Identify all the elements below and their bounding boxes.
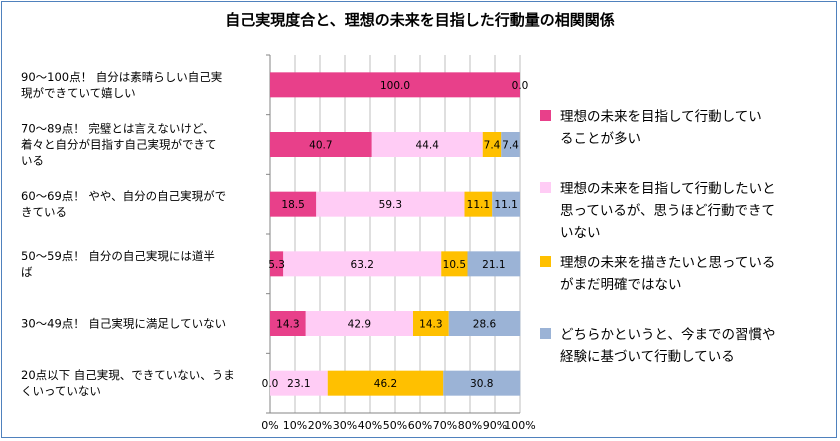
- bar-segment: [413, 311, 449, 336]
- data-label: 18.5: [281, 199, 304, 211]
- bar-segment: [270, 370, 328, 396]
- bar-segment: [270, 132, 372, 157]
- legend-swatch: [540, 110, 551, 121]
- bar-segment: [371, 132, 483, 157]
- data-label: 14.3: [419, 319, 442, 331]
- category-label: 20点以下 自己実現、できていない、うまくいっていない: [21, 368, 235, 398]
- bar-segment: [482, 132, 502, 157]
- bar-segment: [441, 251, 468, 277]
- data-label: 40.7: [309, 140, 332, 152]
- bar-segment: [270, 311, 306, 336]
- category-label: 30〜49点！ 自己実現に満足していない: [21, 317, 226, 331]
- data-label: 44.4: [416, 140, 440, 152]
- data-label: 11.1: [494, 199, 517, 211]
- x-tick-label: 70%: [433, 419, 457, 432]
- data-label: 23.1: [287, 378, 310, 390]
- bar-segment: [448, 311, 521, 336]
- data-label: 63.2: [351, 259, 374, 271]
- bar-segment: [443, 370, 521, 396]
- legend-label: どちらかというと、今までの習慣や経験に基づいて行動している: [560, 327, 775, 365]
- bar-segment: [283, 251, 442, 277]
- bar-segment: [464, 191, 493, 217]
- legend-swatch: [540, 256, 551, 267]
- category-label: 50〜59点！ 自分の自己実現には道半ば: [21, 249, 215, 279]
- data-label: 5.3: [268, 259, 285, 271]
- data-label: 0.0: [512, 80, 529, 92]
- data-label: 0.0: [262, 378, 279, 390]
- x-tick-label: 60%: [408, 419, 432, 432]
- legend-swatch: [540, 182, 551, 193]
- bars: [270, 72, 521, 396]
- legend-label: 理想の未来を描きたいと思っているがまだ明確ではない: [560, 255, 775, 293]
- x-tick-label: 10%: [283, 419, 307, 432]
- bar-segment: [316, 191, 465, 217]
- category-label: 90〜100点！ 自分は素晴らしい自己実現ができていて嬉しい: [21, 70, 222, 100]
- legend-label: 理想の未来を目指して行動したいと思っているが、思うほど行動できていない: [560, 181, 776, 241]
- x-tick-label: 50%: [383, 419, 407, 432]
- bar-segment: [492, 191, 520, 217]
- x-tick-label: 90%: [483, 419, 507, 432]
- data-label: 7.4: [484, 140, 501, 152]
- data-label: 46.2: [374, 378, 397, 390]
- data-label: 10.5: [443, 259, 466, 271]
- legend: 理想の未来を目指して行動していることが多い理想の未来を目指して行動したいと思って…: [540, 109, 776, 365]
- data-label: 7.4: [502, 140, 519, 152]
- category-label: 70〜89点！ 完璧とは言えないけど、着々と自分が目指す自己実現ができている: [21, 122, 217, 168]
- bar-segment: [270, 72, 520, 98]
- x-tick-label: 40%: [358, 419, 382, 432]
- data-label: 11.1: [467, 199, 490, 211]
- x-tick-label: 100%: [504, 419, 535, 432]
- x-tick-label: 80%: [458, 419, 482, 432]
- x-tick-label: 0%: [261, 419, 278, 432]
- chart-title: 自己実現度合と、理想の未来を目指した行動量の相関関係: [225, 11, 614, 29]
- data-labels: 100.0 0.0 40.7 44.4 7.4 7.4 18.5 59.3 11.1 11.1 5.…: [262, 80, 529, 390]
- data-label: 100.0: [380, 80, 410, 92]
- x-tick-label: 30%: [333, 419, 357, 432]
- legend-label: 理想の未来を目指して行動していることが多い: [560, 109, 762, 147]
- x-tick-labels: 0% 10% 20% 30% 40% 50% 60% 70% 80% 90%100%: [261, 419, 535, 432]
- data-label: 14.3: [276, 319, 299, 331]
- data-label: 28.6: [473, 319, 497, 331]
- bar-segment: [327, 370, 444, 396]
- data-label: 42.9: [348, 319, 371, 331]
- data-label: 21.1: [482, 259, 505, 271]
- bar-segment: [305, 311, 413, 336]
- data-label: 59.3: [379, 199, 402, 211]
- grid-lines: [266, 54, 521, 414]
- x-tick-label: 20%: [308, 419, 332, 432]
- legend-swatch: [540, 328, 551, 339]
- bar-segment: [501, 132, 520, 157]
- bar-segment: [467, 251, 521, 277]
- category-labels: 90〜100点！ 自分は素晴らしい自己実現ができていて嬉しい 70〜89点！ 完璧…: [21, 70, 235, 398]
- data-label: 30.8: [470, 378, 493, 390]
- bar-segment: [270, 191, 317, 217]
- bar-segment: [270, 251, 284, 277]
- category-label: 60〜69点！ やや、自分の自己実現ができている: [21, 189, 226, 219]
